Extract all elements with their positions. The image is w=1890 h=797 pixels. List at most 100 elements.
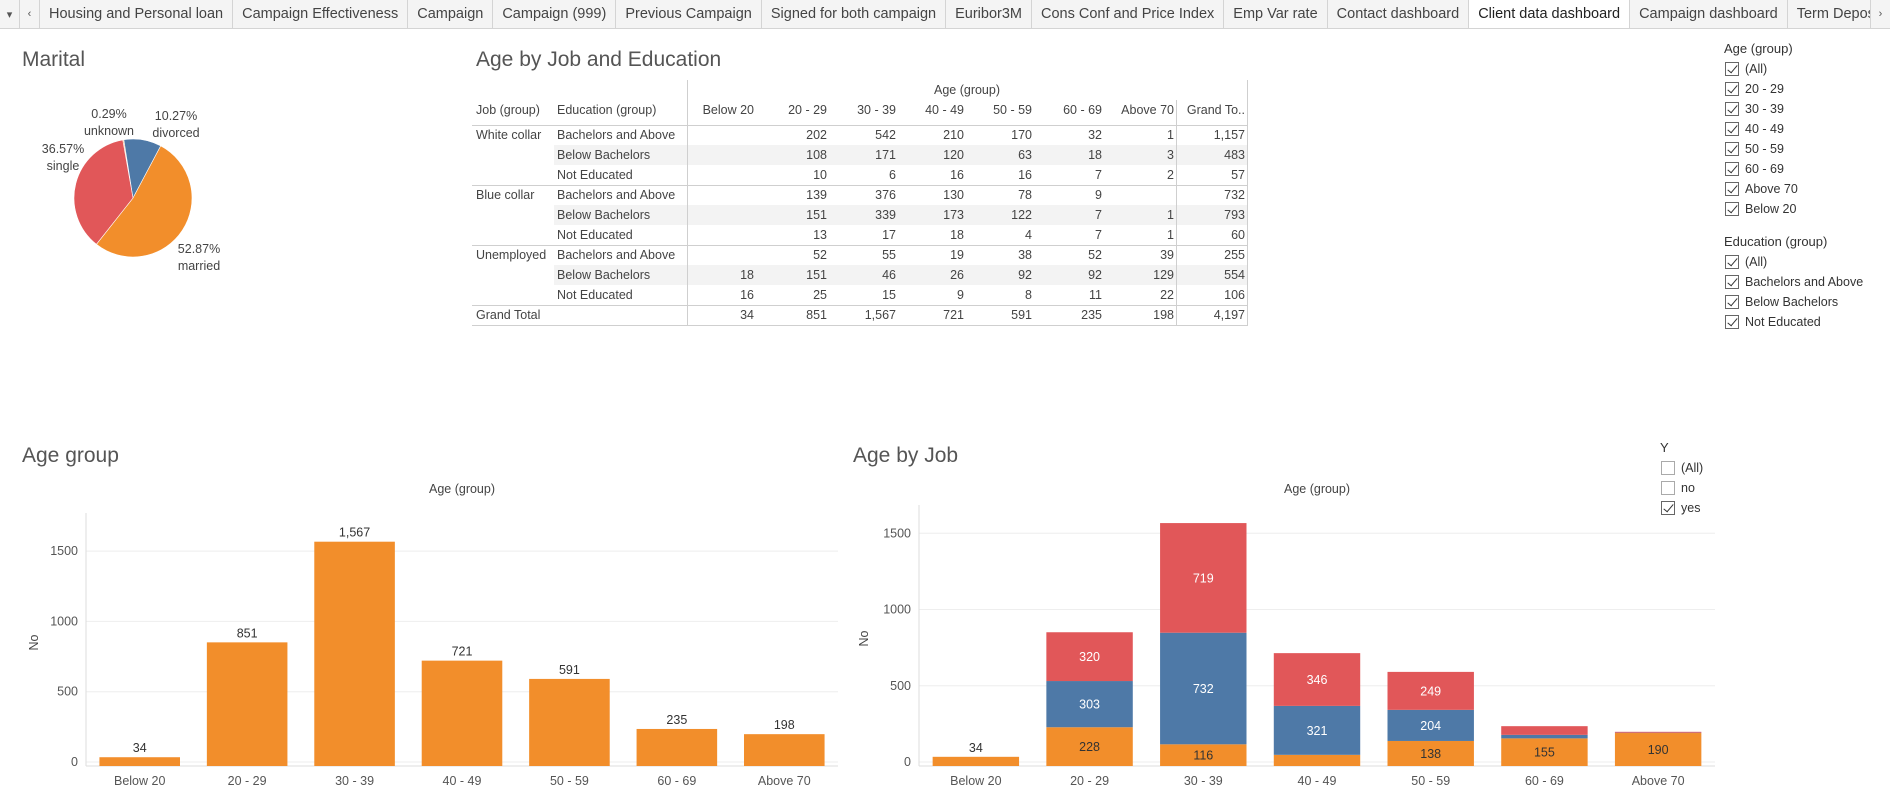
stacked-bar-segment[interactable] <box>1273 653 1361 706</box>
bar[interactable] <box>314 541 395 766</box>
tab-menu-dropdown-icon[interactable]: ▾ <box>0 0 20 28</box>
tab-campaign-999[interactable]: Campaign (999) <box>493 0 617 28</box>
checkbox-icon[interactable] <box>1725 182 1739 196</box>
crosstab-education-cell: Not Educated <box>557 288 633 302</box>
age-by-job-chart-title: Age by Job <box>853 444 959 467</box>
tab-campaign-effectiveness[interactable]: Campaign Effectiveness <box>233 0 409 28</box>
crosstab-grand-total-cell: 1,567 <box>864 308 896 322</box>
bar[interactable] <box>206 642 288 766</box>
y-filter-option[interactable]: yes <box>1661 499 1700 517</box>
tab-term-deposit-campaign[interactable]: Term Deposit Campaign <box>1788 0 1870 28</box>
tab-housing-and-personal-loan[interactable]: Housing and Personal loan <box>40 0 234 28</box>
checkbox-icon[interactable] <box>1725 315 1739 329</box>
stacked-bar-segment[interactable] <box>932 756 1020 766</box>
segment-value-label: 34 <box>969 741 983 755</box>
bar[interactable] <box>636 728 718 766</box>
crosstab-value-cell <box>688 125 754 145</box>
stacked-bar-segment[interactable] <box>1387 671 1474 710</box>
tab-cons-conf-and-price-index[interactable]: Cons Conf and Price Index <box>1032 0 1225 28</box>
stacked-bar-segment[interactable] <box>1614 731 1702 733</box>
stacked-bar-segment[interactable] <box>1160 632 1247 745</box>
x-tick-label: Below 20 <box>950 774 1001 788</box>
crosstab-value-cell: 55 <box>882 248 896 262</box>
education-group-filter-option[interactable]: Not Educated <box>1725 313 1821 331</box>
tab-campaign[interactable]: Campaign <box>408 0 494 28</box>
checkbox-icon[interactable] <box>1725 162 1739 176</box>
tab-client-data-dashboard[interactable]: Client data dashboard <box>1469 0 1631 28</box>
checkbox-icon[interactable] <box>1725 202 1739 216</box>
checkbox-icon[interactable] <box>1725 62 1739 76</box>
crosstab-bottom-border <box>472 325 1248 326</box>
crosstab-value-cell: 1 <box>1167 228 1174 242</box>
stacked-bar-segment[interactable] <box>1160 523 1247 633</box>
age-group-filter-option[interactable]: 30 - 39 <box>1725 100 1784 118</box>
stacked-bar-segment[interactable] <box>1160 744 1247 766</box>
stacked-bar-segment[interactable] <box>1387 709 1474 741</box>
crosstab-value-cell: 554 <box>1224 268 1245 282</box>
crosstab-value-cell: 52 <box>1088 248 1102 262</box>
age-group-filter-option[interactable]: 20 - 29 <box>1725 80 1784 98</box>
stacked-bar-segment[interactable] <box>1046 727 1133 766</box>
crosstab-value-cell: 17 <box>882 228 896 242</box>
crosstab-education-cell: Below Bachelors <box>557 268 651 282</box>
y-filter-option[interactable]: (All) <box>1661 459 1703 477</box>
age-group-filter-option[interactable]: (All) <box>1725 60 1767 78</box>
stacked-bar-segment[interactable] <box>1046 632 1133 682</box>
checkbox-icon[interactable] <box>1725 142 1739 156</box>
pie-slice-single[interactable] <box>73 139 134 245</box>
tab-contact-dashboard[interactable]: Contact dashboard <box>1328 0 1470 28</box>
y-filter-option[interactable]: no <box>1661 479 1695 497</box>
checkbox-icon[interactable] <box>1725 295 1739 309</box>
bar[interactable] <box>744 734 825 766</box>
x-axis-title: Age (group) <box>429 482 495 496</box>
education-group-filter-title: Education (group) <box>1724 234 1828 249</box>
tab-previous-campaign[interactable]: Previous Campaign <box>616 0 762 28</box>
tab-euribor3m[interactable]: Euribor3M <box>946 0 1032 28</box>
bar[interactable] <box>529 678 610 766</box>
age-group-filter-option[interactable]: Above 70 <box>1725 180 1798 198</box>
stacked-bar-segment[interactable] <box>1614 733 1702 766</box>
crosstab-grand-total-cell: 4,197 <box>1213 308 1245 322</box>
stacked-bar-segment[interactable] <box>1501 738 1588 766</box>
crosstab-education-cell: Below Bachelors <box>557 148 651 162</box>
checkbox-icon[interactable] <box>1725 102 1739 116</box>
y-tick-label: 1000 <box>50 614 78 628</box>
pie-label-married: 52.87% married <box>168 241 230 275</box>
education-group-filter-option[interactable]: Bachelors and Above <box>1725 273 1863 291</box>
checkbox-icon[interactable] <box>1725 255 1739 269</box>
tab-signed-for-both-campaign[interactable]: Signed for both campaign <box>762 0 947 28</box>
checkbox-icon[interactable] <box>1725 82 1739 96</box>
checkbox-icon[interactable] <box>1661 481 1675 495</box>
bar[interactable] <box>421 660 503 766</box>
education-group-filter-option[interactable]: (All) <box>1725 253 1767 271</box>
tab-emp-var-rate[interactable]: Emp Var rate <box>1224 0 1328 28</box>
stacked-bar-segment[interactable] <box>1501 726 1588 735</box>
age-group-filter-option-label: 50 - 59 <box>1745 142 1784 156</box>
age-group-filter-option[interactable]: 40 - 49 <box>1725 120 1784 138</box>
stacked-bar-segment[interactable] <box>1273 754 1361 766</box>
tab-scroll-left-icon[interactable]: ‹ <box>20 0 40 28</box>
checkbox-icon[interactable] <box>1661 501 1675 515</box>
stacked-bar-segment[interactable] <box>1501 734 1588 739</box>
age-group-filter-option[interactable]: 60 - 69 <box>1725 160 1784 178</box>
age-group-filter-option-label: 40 - 49 <box>1745 122 1784 136</box>
age-group-filter-option[interactable]: Below 20 <box>1725 200 1796 218</box>
age-group-filter-option[interactable]: 50 - 59 <box>1725 140 1784 158</box>
crosstab-value-cell: 6 <box>889 168 896 182</box>
education-group-filter-option[interactable]: Below Bachelors <box>1725 293 1838 311</box>
crosstab-value-cell: 25 <box>813 288 827 302</box>
crosstab-education-cell: Not Educated <box>557 228 633 242</box>
tab-campaign-dashboard[interactable]: Campaign dashboard <box>1630 0 1788 28</box>
y-tick-label: 500 <box>57 685 78 699</box>
stacked-bar-segment[interactable] <box>1387 740 1474 766</box>
stacked-bar-segment[interactable] <box>1273 705 1361 755</box>
bar[interactable] <box>99 757 180 766</box>
tab-scroll-right-icon[interactable]: › <box>1870 0 1890 28</box>
checkbox-icon[interactable] <box>1725 122 1739 136</box>
checkbox-icon[interactable] <box>1725 275 1739 289</box>
checkbox-icon[interactable] <box>1661 461 1675 475</box>
pie-slice-married[interactable] <box>95 145 193 258</box>
stacked-bar-segment[interactable] <box>1046 681 1133 728</box>
y-tick-label: 0 <box>71 755 78 769</box>
segment-value-label: 249 <box>1420 684 1441 698</box>
